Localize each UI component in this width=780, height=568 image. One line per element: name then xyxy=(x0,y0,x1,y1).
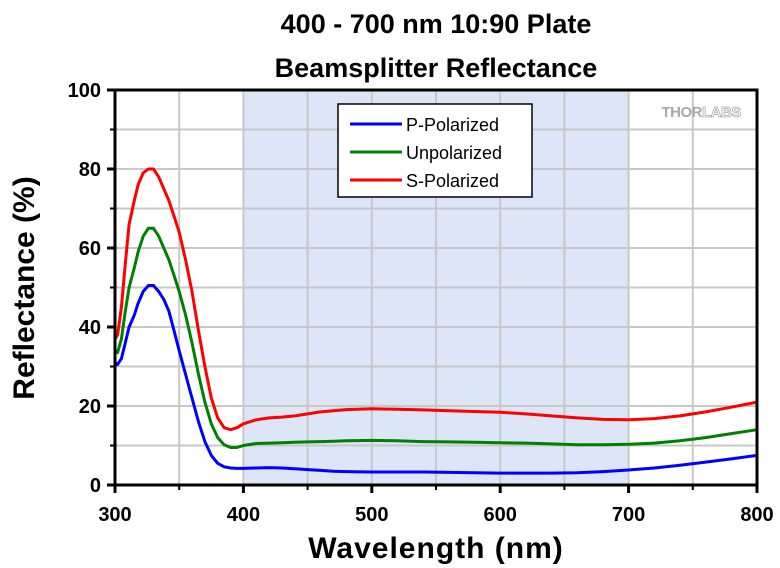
series-line-p-polarized xyxy=(114,284,758,475)
x-tick-label: 600 xyxy=(484,504,517,526)
legend-label: S-Polarized xyxy=(406,171,499,191)
chart-title-line-2: Beamsplitter Reflectance xyxy=(275,53,598,83)
y-tick-labels: 0 20 40 60 80 100 xyxy=(68,80,101,497)
x-tick-label: 800 xyxy=(740,504,773,526)
axis-ticks xyxy=(107,88,759,493)
y-tick-label: 40 xyxy=(79,317,101,339)
x-tick-label: 300 xyxy=(98,504,131,526)
y-tick-label: 20 xyxy=(79,396,101,418)
watermark-labs: LABS xyxy=(702,104,741,121)
legend: P-Polarized Unpolarized S-Polarized xyxy=(337,103,533,198)
x-tick-labels: 300 400 500 600 700 800 xyxy=(98,504,773,526)
legend-label: P-Polarized xyxy=(406,115,499,135)
series-lines xyxy=(113,167,758,475)
gridlines xyxy=(115,90,757,485)
series-line-s-polarized xyxy=(113,167,758,432)
watermark-thor: THOR xyxy=(662,104,703,121)
y-tick-label: 60 xyxy=(79,238,101,260)
thorlabs-watermark: THOR LABS xyxy=(662,104,743,122)
x-tick-label: 400 xyxy=(227,504,260,526)
legend-label: Unpolarized xyxy=(406,143,502,163)
y-axis-label: Reflectance (%) xyxy=(8,176,41,399)
x-tick-label: 500 xyxy=(355,504,388,526)
series-line-unpolarized xyxy=(114,226,758,449)
x-tick-label: 700 xyxy=(612,504,645,526)
x-axis-label: Wavelength (nm) xyxy=(308,532,564,565)
y-tick-label: 80 xyxy=(79,159,101,181)
y-tick-label: 100 xyxy=(68,80,101,102)
chart-title-line-1: 400 - 700 nm 10:90 Plate xyxy=(281,9,592,39)
y-tick-label: 0 xyxy=(90,475,101,497)
